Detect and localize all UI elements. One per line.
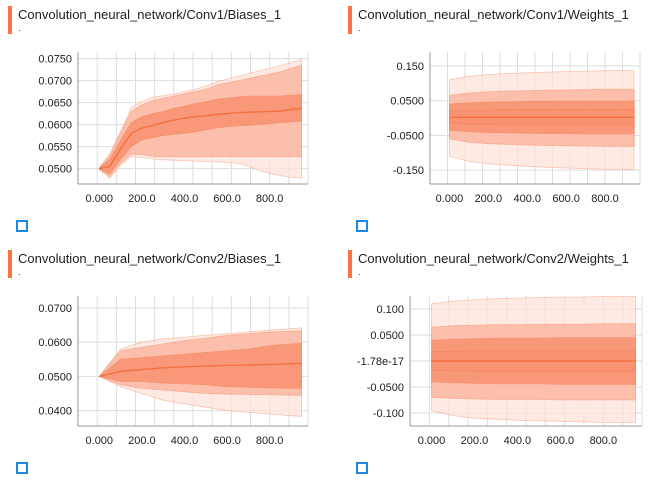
y-tick-label: 0.0500 [38,371,72,383]
x-tick-label: 600.0 [547,435,575,447]
fullscreen-icon[interactable] [16,462,28,474]
y-tick-label: -0.100 [373,408,404,420]
y-tick-label: 0.150 [396,61,424,73]
card-title: Convolution_neural_network/Conv2/Weights… [358,251,629,266]
chart-conv2-weights: 0.100 0.0500 -1.78e-17 -0.0500 -0.100 0.000 20… [357,296,643,447]
card-subtitle: . [358,23,361,33]
y-tick-label: 0.0700 [38,303,72,315]
card-subtitle: . [18,23,21,33]
x-tick-label: 800.0 [256,435,284,447]
card-header: Convolution_neural_network/Conv1/Biases_… [8,4,330,34]
x-tick-label: 600.0 [213,435,241,447]
x-tick-label: 200.0 [128,193,156,205]
x-tick-label: 0.000 [418,435,446,447]
x-tick-label: 600.0 [213,193,241,205]
x-tick-label: 200.0 [475,193,503,205]
y-tick-label: -1.78e-17 [357,356,404,368]
x-tick-label: 0.000 [436,193,464,205]
accent-bar [348,250,352,278]
y-tick-label: -0.0500 [367,382,404,394]
card-subtitle: . [358,267,361,277]
histogram-card-conv2-biases: 0.0700 0.0600 0.0500 0.0400 0.000 200.0 400.0 6… [0,244,330,487]
x-tick-label: 0.000 [86,193,114,205]
y-tick-label: 0.0750 [38,54,72,66]
x-tick-label: 800.0 [591,193,619,205]
x-tick-label: 0.000 [86,435,114,447]
y-tick-label: 0.0650 [38,98,72,110]
y-tick-label: 0.100 [376,304,404,316]
y-tick-label: 0.0500 [370,330,404,342]
card-title: Convolution_neural_network/Conv1/Weights… [358,7,629,22]
accent-bar [8,6,12,34]
card-header: Convolution_neural_network/Conv2/Biases_… [8,248,330,278]
fullscreen-icon[interactable] [16,220,28,232]
accent-bar [8,250,12,278]
x-tick-label: 400.0 [171,435,199,447]
median-line [99,362,302,378]
card-subtitle: . [18,267,21,277]
chart-conv2-biases: 0.0700 0.0600 0.0500 0.0400 0.000 200.0 400.0 6… [38,296,309,447]
fullscreen-icon[interactable] [356,220,368,232]
y-tick-label: -0.0500 [387,130,424,142]
chart-conv1-biases: 0.0750 0.0700 0.0650 0.0600 0.0550 0.0500 0.00… [38,52,309,205]
card-title: Convolution_neural_network/Conv1/Biases_… [18,7,282,22]
x-tick-label: 800.0 [590,435,618,447]
x-tick-label: 400.0 [513,193,541,205]
histogram-card-conv1-weights: 0.150 0.0500 -0.0500 -0.150 0.000 200.0 400.0 6… [340,0,665,243]
card-header: Convolution_neural_network/Conv2/Weights… [348,248,665,278]
y-tick-label: 0.0700 [38,76,72,88]
x-tick-label: 200.0 [128,435,156,447]
y-tick-label: 0.0600 [38,337,72,349]
y-tick-label: 0.0550 [38,142,72,154]
x-tick-label: 400.0 [504,435,532,447]
x-tick-label: 400.0 [171,193,199,205]
card-header: Convolution_neural_network/Conv1/Weights… [348,4,665,34]
card-title: Convolution_neural_network/Conv2/Biases_… [18,251,282,266]
histogram-card-conv2-weights: 0.100 0.0500 -1.78e-17 -0.0500 -0.100 0.000 20… [340,244,665,487]
x-tick-label: 600.0 [552,193,580,205]
x-tick-label: 200.0 [461,435,489,447]
distribution-band [98,94,302,175]
y-tick-label: 0.0500 [390,96,424,108]
fullscreen-icon[interactable] [356,462,368,474]
y-tick-label: 0.0600 [38,120,72,132]
y-tick-label: -0.150 [393,165,424,177]
y-tick-label: 0.0400 [38,406,72,418]
x-tick-label: 800.0 [256,193,284,205]
y-tick-label: 0.0500 [38,164,72,176]
accent-bar [348,6,352,34]
histogram-card-conv1-biases: 0.0750 0.0700 0.0650 0.0600 0.0550 0.0500 0.00… [0,0,330,243]
chart-conv1-weights: 0.150 0.0500 -0.0500 -0.150 0.000 200.0 400.0 6… [387,52,641,205]
median-line [99,107,302,170]
